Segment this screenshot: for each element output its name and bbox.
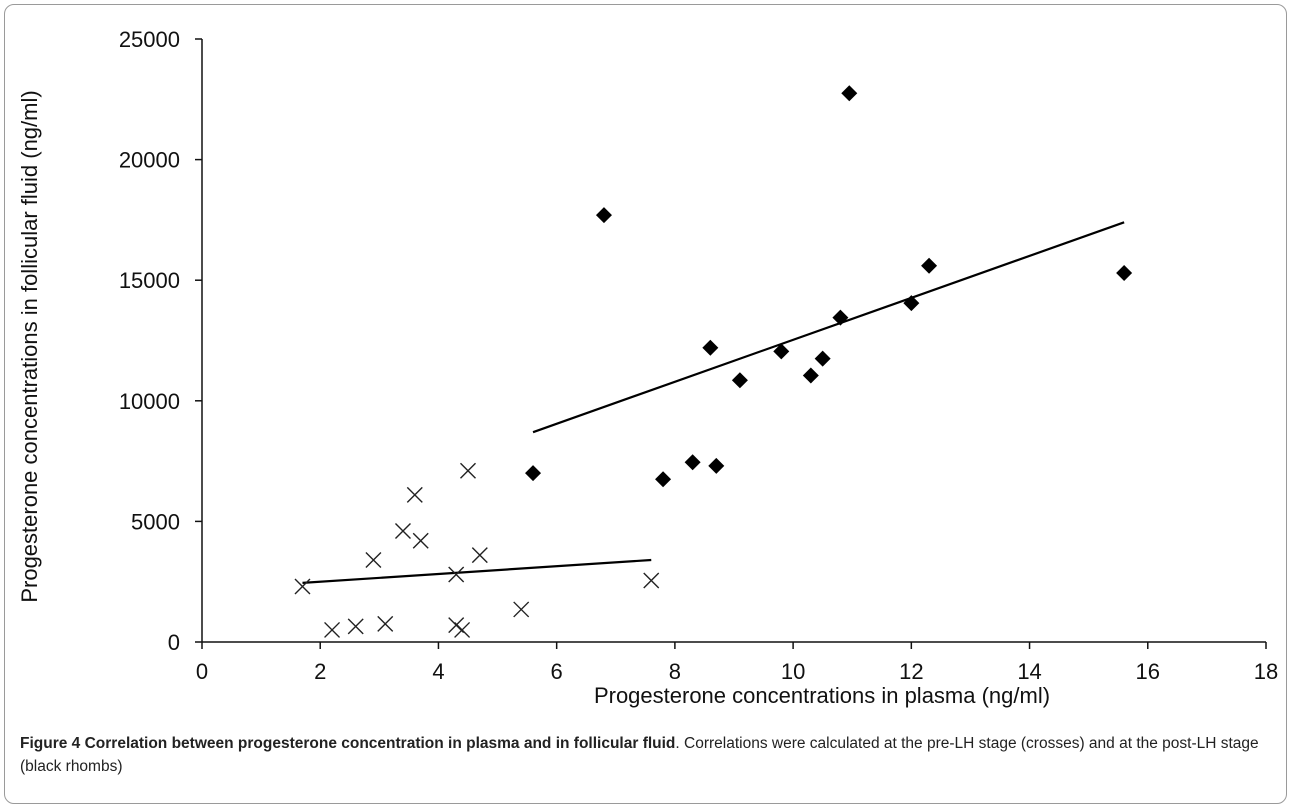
cross-point [294, 578, 311, 595]
diamond-point [655, 471, 672, 488]
cross-point [377, 615, 394, 632]
cross-point [406, 486, 423, 503]
figure-caption-title: Figure 4 Correlation between progesteron… [20, 735, 676, 752]
cross-point [324, 621, 341, 638]
diamond-point [708, 457, 725, 474]
x-tick-label: 8 [669, 659, 681, 684]
y-tick-label: 15000 [119, 268, 180, 293]
figure-caption-text: . Correlations were calculated at the pr… [20, 735, 1259, 775]
y-tick-label: 20000 [119, 148, 180, 173]
cross-point [394, 523, 411, 540]
diamond-point [1116, 264, 1133, 281]
diamond-point [802, 367, 819, 384]
cross-point [454, 621, 471, 638]
diamond-point [702, 339, 719, 356]
cross-point [643, 572, 660, 589]
y-tick-label: 0 [168, 630, 180, 655]
x-axis-label: Progesterone concentrations in plasma (n… [594, 683, 1050, 708]
y-axis-label: Progesterone concentrations in follicula… [17, 90, 42, 602]
y-tick-label: 25000 [119, 27, 180, 52]
cross-point [347, 618, 364, 635]
trendlines [302, 221, 1125, 585]
diamond-point [684, 454, 701, 471]
x-tick-label: 0 [196, 659, 208, 684]
cross-point [365, 551, 382, 568]
figure-caption: Figure 4 Correlation between progesteron… [20, 732, 1282, 778]
trendline-series-1 [302, 558, 652, 585]
diamond-point [903, 295, 920, 312]
cross-point [412, 532, 429, 549]
x-tick-label: 18 [1254, 659, 1278, 684]
y-tick-label: 10000 [119, 389, 180, 414]
cross-point [460, 462, 476, 479]
scatter-chart: 0 2 4 6 8 10 12 14 16 18 0 5000 10000 15000 20000 25000… [17, 27, 1278, 708]
data-points [294, 85, 1133, 638]
x-tick-label: 14 [1017, 659, 1041, 684]
x-tick-label: 6 [551, 659, 563, 684]
x-tick-label: 10 [781, 659, 805, 684]
x-tick-label: 12 [899, 659, 923, 684]
axes: 0 2 4 6 8 10 12 14 16 18 0 5000 10000 15000 20000 25000 [119, 27, 1278, 684]
cross-point [448, 566, 465, 583]
cross-point [513, 601, 530, 618]
figure-frame: 0 2 4 6 8 10 12 14 16 18 0 5000 10000 15000 20000 25000… [4, 4, 1287, 804]
diamond-point [525, 465, 542, 482]
diamond-point [773, 343, 790, 360]
diamond-point [832, 309, 849, 326]
trendline-series-2 [532, 221, 1125, 434]
diamond-point [731, 372, 748, 389]
x-tick-label: 4 [432, 659, 444, 684]
cross-point [471, 547, 488, 564]
x-tick-label: 16 [1136, 659, 1160, 684]
y-tick-label: 5000 [131, 509, 180, 534]
x-tick-label: 2 [314, 659, 326, 684]
diamond-point [595, 207, 612, 224]
diamond-point [921, 257, 938, 274]
diamond-point [814, 350, 831, 367]
diamond-point [841, 85, 858, 102]
